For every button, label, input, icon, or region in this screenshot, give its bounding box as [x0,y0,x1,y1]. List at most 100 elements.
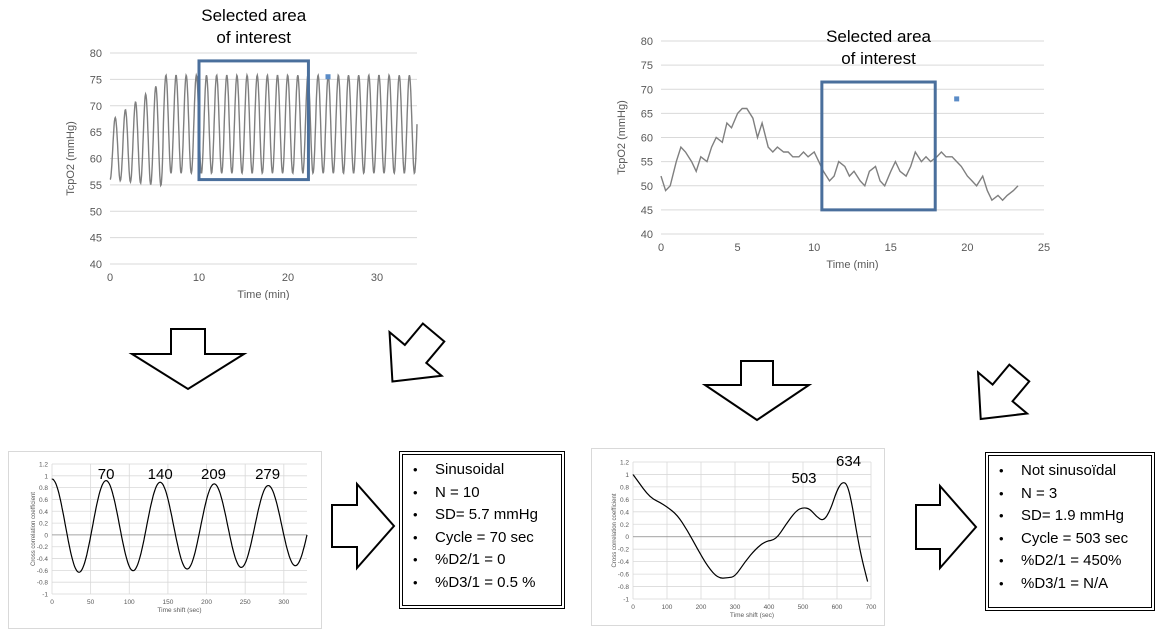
y-tick-label: -1 [623,597,629,604]
annotation-line: Selected area [201,6,306,25]
correlation-curve [632,474,869,582]
y-tick-label: -0.8 [618,584,630,591]
y-tick-label: 75 [90,74,102,86]
right-arrow-icon [915,483,978,571]
x-tick-label: 300 [730,604,741,611]
x-tick-label: 500 [798,604,809,611]
x-axis-label: Time shift (sec) [157,607,201,614]
y-tick-label: 75 [641,60,653,72]
y-tick-label: 0.6 [39,497,48,504]
result-item: SD= 1.9 mmHg [999,505,1145,528]
marker-point [954,96,960,102]
annotation-line: of interest [216,28,291,47]
tcpo2-chart-right: 40 45 50 55 60 65 70 75 80 0 5 10 15 20 25 Time (min) Tc… [616,27,1050,271]
result-item: SD= 5.7 mmHg [413,504,555,527]
diagonal-arrow-icon [976,363,1031,421]
result-item: Cycle = 503 sec [999,528,1145,551]
y-tick-label: 70 [641,84,653,96]
x-tick-label: 20 [961,242,973,254]
y-tick-label: 40 [90,259,102,271]
peak-label: 279 [255,466,280,483]
correlogram-right-frame: -1 -0.8 -0.6 -0.4 -0.2 0 0.2 0.4 0.6 0.8 1 1.2 0 100 2… [591,448,885,626]
x-tick-label: 0 [50,599,54,606]
results-box-right: Not sinusoïdal N = 3 SD= 1.9 mmHg Cycle … [985,452,1155,611]
marker-point [325,74,331,80]
result-item: %D2/1 = 0 [413,549,555,572]
y-tick-label: -0.2 [37,544,49,551]
x-tick-label: 0 [107,272,113,284]
x-tick-label: 700 [866,604,877,611]
y-tick-label: 0.4 [39,509,48,516]
correlogram-right: -1 -0.8 -0.6 -0.4 -0.2 0 0.2 0.4 0.6 0.8 1 1.2 0 100 2… [612,453,877,619]
x-axis-label: Time (min) [237,289,289,300]
result-item: %D3/1 = 0.5 % [413,572,555,595]
y-tick-label: 0 [625,534,629,541]
y-tick-label: 0.2 [39,521,48,528]
annotation-line: of interest [841,49,916,68]
x-tick-label: 0 [658,242,664,254]
correlation-curve [51,478,308,573]
x-tick-label: 5 [735,242,741,254]
y-tick-label: 40 [641,229,653,241]
peak-label: 209 [201,466,226,483]
y-tick-label: 1 [625,472,629,479]
y-tick-label: 1 [44,473,48,480]
x-tick-label: 25 [1038,242,1050,254]
peak-label: 503 [792,470,817,487]
y-axis-label: TcpO2 (mmHg) [616,100,628,175]
x-tick-label: 10 [808,242,820,254]
peak-label: 140 [148,466,173,483]
y-tick-label: 45 [90,233,102,245]
diagonal-arrow-icon [388,322,446,383]
peak-label: 70 [98,466,115,483]
result-item: Cycle = 70 sec [413,527,555,550]
y-tick-label: 45 [641,205,653,217]
y-tick-label: 0.8 [39,485,48,492]
x-tick-label: 200 [201,599,212,606]
result-item: Sinusoidal [413,459,555,482]
y-tick-label: 65 [90,127,102,139]
y-axis-label: Cross correlation coefficient [31,492,37,566]
y-tick-label: 50 [641,181,653,193]
y-tick-label: -0.6 [618,572,630,579]
x-tick-label: 250 [240,599,251,606]
selection-rectangle [820,80,937,212]
tcpo2-trace [660,107,1019,202]
x-tick-label: 150 [162,599,173,606]
peak-label: 634 [836,453,861,470]
correlogram-left: -1 -0.8 -0.6 -0.4 -0.2 0 0.2 0.4 0.6 0.8 1 1.2 0 50 10… [31,462,308,614]
y-tick-label: -0.8 [37,580,49,587]
tcpo2-chart-left: 40 45 50 55 60 65 70 75 80 0 10 20 30 Time (min) TcpO2… [65,6,418,300]
x-tick-label: 400 [764,604,775,611]
correlogram-left-frame: -1 -0.8 -0.6 -0.4 -0.2 0 0.2 0.4 0.6 0.8 1 1.2 0 50 10… [8,451,322,629]
y-tick-label: 50 [90,206,102,218]
tcpo2-trace [109,72,418,188]
x-tick-label: 200 [696,604,707,611]
y-tick-label: 0.6 [620,497,629,504]
y-tick-label: 70 [90,101,102,113]
x-tick-label: 30 [371,272,383,284]
results-box-left: Sinusoidal N = 10 SD= 5.7 mmHg Cycle = 7… [399,451,565,609]
result-item: N = 3 [999,483,1145,506]
x-tick-label: 600 [832,604,843,611]
x-tick-label: 100 [124,599,135,606]
y-tick-label: 60 [90,154,102,166]
selection-rectangle [197,59,310,182]
y-tick-label: 0.8 [620,484,629,491]
x-tick-label: 300 [278,599,289,606]
result-item: Not sinusoïdal [999,460,1145,483]
y-tick-label: 80 [90,48,102,60]
y-tick-label: 0 [44,532,48,539]
y-tick-label: 1.2 [39,462,48,469]
y-tick-label: 80 [641,36,653,48]
result-item: N = 10 [413,482,555,505]
y-tick-label: 0.2 [620,522,629,529]
x-tick-label: 10 [193,272,205,284]
annotation-line: Selected area [826,27,931,46]
y-tick-label: 65 [641,108,653,120]
y-tick-label: -0.4 [618,559,630,566]
x-axis-label: Time (min) [826,259,878,271]
x-axis-label: Time shift (sec) [730,612,774,619]
y-tick-label: -0.4 [37,556,49,563]
